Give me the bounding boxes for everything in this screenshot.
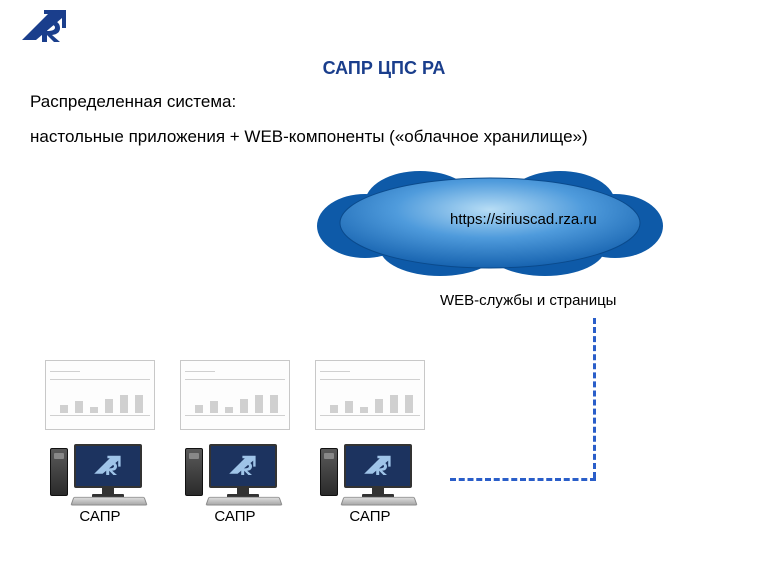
logo-icon xyxy=(20,10,70,49)
pc-icon xyxy=(40,436,160,506)
schematic-icon xyxy=(315,360,425,430)
pc-icon xyxy=(310,436,430,506)
connection-horizontal xyxy=(450,478,596,481)
subtitle-line1: Распределенная система: xyxy=(30,88,588,115)
subtitle-line2: настольные приложения + WEB-компоненты (… xyxy=(30,123,588,150)
workstation-label: САПР xyxy=(40,508,160,525)
subtitle: Распределенная система: настольные прило… xyxy=(30,88,588,150)
page-title: САПР ЦПС РА xyxy=(0,58,768,79)
schematic-icon xyxy=(180,360,290,430)
workstation: САПР xyxy=(40,360,160,525)
pc-icon xyxy=(175,436,295,506)
workstation-label: САПР xyxy=(310,508,430,525)
connection-vertical xyxy=(593,318,596,478)
schematic-icon xyxy=(45,360,155,430)
cloud-url: https://siriuscad.rza.ru xyxy=(450,211,597,228)
workstation-label: САПР xyxy=(175,508,295,525)
cloud: https://siriuscad.rza.ru xyxy=(310,168,670,278)
cloud-caption: WEB-службы и страницы xyxy=(440,292,616,309)
workstation: САПР xyxy=(175,360,295,525)
workstation: САПР xyxy=(310,360,430,525)
